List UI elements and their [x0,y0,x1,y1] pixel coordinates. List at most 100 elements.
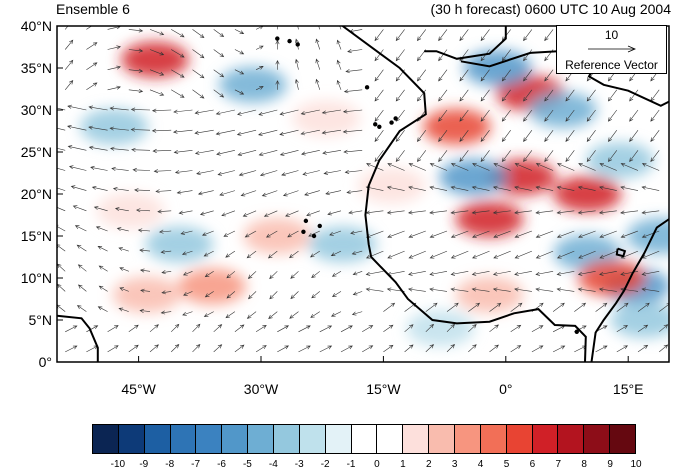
wind-arrow [90,165,108,171]
wind-arrow [480,130,490,142]
colorbar-swatch [170,425,197,453]
wind-arrow [277,325,290,333]
wind-arrow [599,271,617,276]
wind-arrow [213,29,225,38]
wind-arrow [556,287,575,292]
wind-arrow [459,69,469,82]
anomaly-patch [292,100,361,137]
wind-vectors [57,26,669,353]
wind-arrow [173,129,193,134]
wind-arrow [352,291,363,296]
wind-arrow [86,82,98,91]
wind-arrow [57,127,66,131]
wind-arrow [348,210,363,215]
wind-arrow [225,311,236,319]
wind-arrow [234,69,245,75]
wind-arrow [176,190,193,195]
colorbar-swatch [532,425,559,453]
wind-arrow [531,345,544,353]
wind-arrow [68,165,87,171]
wind-arrow [408,185,426,191]
wind-arrow [119,267,129,272]
coastline-africa [342,26,587,362]
colorbar-label: -8 [165,459,175,470]
wind-arrow [387,230,405,238]
wind-arrow [620,185,639,191]
wind-arrow [269,291,278,300]
lat-tick-label: 5°N [28,312,53,328]
wind-arrow [629,109,639,122]
wind-arrow [285,210,299,217]
wind-arrow [586,89,596,102]
wind-arrow [107,65,121,70]
wind-arrow [180,230,193,235]
wind-arrow [659,344,669,353]
wind-arrow [395,130,405,142]
coastline-arabia [590,218,669,362]
wind-arrow [261,190,278,197]
colorbar-label: 6 [529,459,536,470]
wind-arrow [523,130,533,142]
wind-arrow [88,105,108,111]
wind-arrow [57,207,66,212]
wind-arrow [416,130,427,142]
wind-arrow [374,130,384,142]
colorbar-swatch [455,425,481,453]
wind-arrow [182,271,193,276]
wind-arrow [76,244,87,252]
wind-arrow [213,324,223,333]
wind-arrow [149,29,165,36]
wind-arrow [196,170,214,176]
colorbar-swatch [325,425,352,453]
wind-arrow [459,29,469,42]
wind-arrow [586,150,596,163]
wind-arrow [181,250,193,256]
wind-arrow [429,287,448,292]
wind-arrow [459,109,469,122]
wind-arrow [637,324,649,333]
wind-arrow [362,345,374,353]
wind-arrow [620,163,639,171]
colorbar-swatch [299,425,326,453]
wind-arrow [223,230,236,237]
wind-arrow [203,311,214,317]
wind-arrow [468,302,481,312]
colorbar-swatch [558,425,585,453]
wind-arrow [501,150,511,163]
wind-arrow [607,150,618,163]
wind-arrow [416,89,427,102]
wind-arrow [438,49,448,62]
wind-arrow [111,166,129,171]
wind-arrow [244,230,257,238]
wind-arrow [268,311,278,320]
wind-arrow [386,185,405,191]
wind-arrow [607,109,618,122]
wind-arrow [629,130,639,142]
wind-arrow [598,287,617,292]
wind-arrow [77,264,87,272]
wind-arrow [67,125,87,131]
colorbar-swatch [377,425,404,453]
wind-arrow [480,150,490,163]
wind-arrow [429,250,448,259]
colorbar-label: 3 [451,459,458,470]
wind-arrow [578,230,596,238]
anomaly-patch [178,268,247,305]
wind-arrow [65,325,78,333]
wind-arrow [128,28,144,33]
wind-arrow [535,287,554,292]
anomaly-patch [455,276,524,313]
wind-arrow [109,126,129,131]
wind-arrow [116,227,129,232]
wind-arrow [310,311,320,318]
wind-arrow [374,109,384,122]
wind-arrow [110,146,129,151]
wind-arrow [97,245,108,252]
colorbar-label: -9 [139,459,149,470]
wind-arrow [408,163,426,171]
wind-arrow [275,80,280,90]
wind-arrow [429,271,448,276]
wind-arrow [620,210,639,215]
wind-arrow [269,271,278,280]
wind-arrow [289,311,299,319]
